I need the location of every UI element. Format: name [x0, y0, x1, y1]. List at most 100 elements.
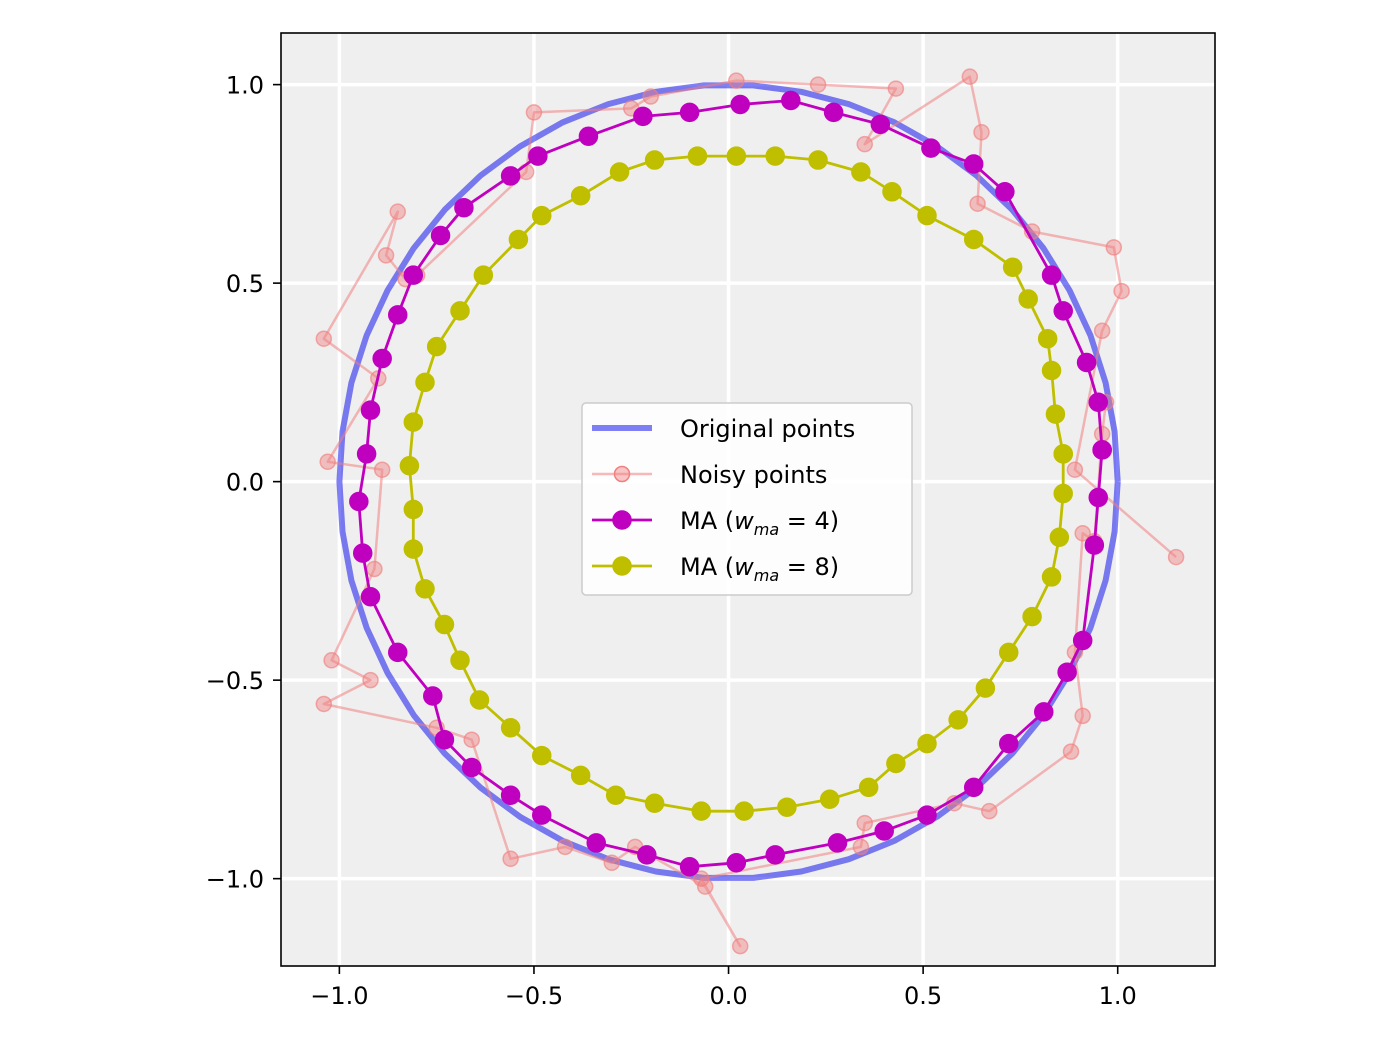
series-1-point [809, 76, 827, 93]
series-2-point [1084, 535, 1105, 555]
series-3-point [1002, 257, 1023, 277]
series-2-point [730, 94, 750, 115]
series-3-point [1018, 289, 1038, 309]
series-3-point [1049, 527, 1070, 547]
series-3 [399, 146, 1073, 821]
series-2-point [963, 777, 984, 798]
series-3-point [691, 801, 712, 821]
series-3-point [975, 678, 996, 698]
series-3-point [415, 579, 435, 599]
legend-box [581, 402, 913, 596]
x-tick-label: −1.0 [310, 982, 368, 1010]
y-tick-label: 1.0 [226, 72, 264, 100]
series-1-point [389, 203, 406, 220]
series-3-point [570, 765, 591, 786]
series-1-point [693, 870, 710, 887]
series-3-point [1037, 328, 1058, 349]
series-2-point [388, 642, 408, 663]
series-3-point [531, 745, 552, 766]
series-2-point [423, 686, 443, 706]
series-2-point [1034, 702, 1054, 722]
series-1-point [1074, 524, 1091, 542]
series-3-point [687, 146, 708, 166]
series-1-line [322, 75, 1177, 948]
series-3-point [917, 205, 937, 226]
series-2-point [1088, 392, 1108, 412]
series-2-point [765, 845, 785, 865]
series-2-point [921, 138, 941, 158]
series-3-point [570, 186, 591, 206]
series-2-point [403, 265, 424, 285]
series-3-point [963, 229, 984, 250]
series-1-point [1093, 322, 1111, 340]
series-3-point [403, 499, 424, 520]
series-3-point [500, 718, 521, 738]
series-3-point [1045, 404, 1066, 424]
series-1-point [366, 560, 383, 578]
series-2-point [781, 90, 801, 111]
series-3-point [605, 785, 626, 806]
series-2-point [531, 805, 552, 825]
series-2-point [461, 757, 482, 778]
y-tick-label: −0.5 [206, 667, 264, 695]
series-2-point [349, 491, 369, 512]
plot-frame [280, 32, 1216, 967]
series-2-point [823, 102, 844, 123]
x-tick-label: 1.0 [1099, 982, 1137, 1010]
series-3-point [450, 650, 470, 671]
series-2-point [1076, 352, 1097, 373]
series-3-point [808, 150, 828, 170]
series-2-point [637, 845, 657, 865]
y-tick-label: 0.0 [226, 469, 264, 497]
series-3-point [726, 146, 747, 166]
series-1-point [1062, 743, 1080, 760]
series-2-point [1088, 487, 1108, 508]
series-2-point [1092, 440, 1112, 460]
series-2-point [500, 166, 521, 186]
y-tick-label: −1.0 [206, 866, 264, 894]
series-2-point [679, 856, 700, 877]
series-2-point [827, 833, 848, 853]
series-2-point [388, 305, 408, 325]
series-3-point [469, 690, 490, 710]
series-2-point [578, 126, 599, 146]
series-3-point [734, 801, 754, 821]
legend-label: Original points [680, 415, 855, 443]
series-3-point [765, 146, 785, 166]
series-2-point [360, 400, 381, 420]
series-1-point [969, 195, 986, 212]
series-3-point [415, 372, 435, 393]
x-tick-label: −0.5 [505, 982, 563, 1010]
legend-label: Noisy points [680, 461, 827, 489]
series-2-point [998, 733, 1019, 754]
series-1-point [556, 838, 574, 856]
series-3-point [777, 797, 797, 817]
series-1-point [856, 814, 873, 832]
series-1-point [887, 80, 905, 97]
series-2-point [586, 833, 606, 853]
x-tick-label: 0.0 [709, 982, 747, 1010]
series-3-point [403, 412, 424, 432]
series-2-point [434, 729, 455, 750]
series-3-point [917, 733, 937, 754]
legend-label: MA (wma = 4) [680, 507, 839, 539]
series-3-point [851, 162, 871, 182]
series-0 [336, 82, 1121, 881]
series-2-point [1072, 630, 1093, 651]
series-1-point [603, 854, 621, 872]
series-2-point [870, 114, 891, 135]
legend-label: MA (wma = 8) [680, 553, 839, 585]
series-2-point [454, 197, 474, 218]
series-3-point [426, 336, 447, 357]
legend-swatch-marker [613, 465, 631, 483]
series-2-point [633, 106, 653, 127]
series-2-point [726, 853, 747, 873]
series-1-point [377, 247, 395, 264]
series-1-point [1066, 461, 1084, 478]
series-2-point [963, 154, 984, 174]
series-1-point [731, 937, 749, 955]
series-1-point [642, 88, 659, 105]
series-2-point [430, 225, 451, 246]
legend: Original points Noisy points MA (wma = 4) M… [581, 402, 913, 596]
